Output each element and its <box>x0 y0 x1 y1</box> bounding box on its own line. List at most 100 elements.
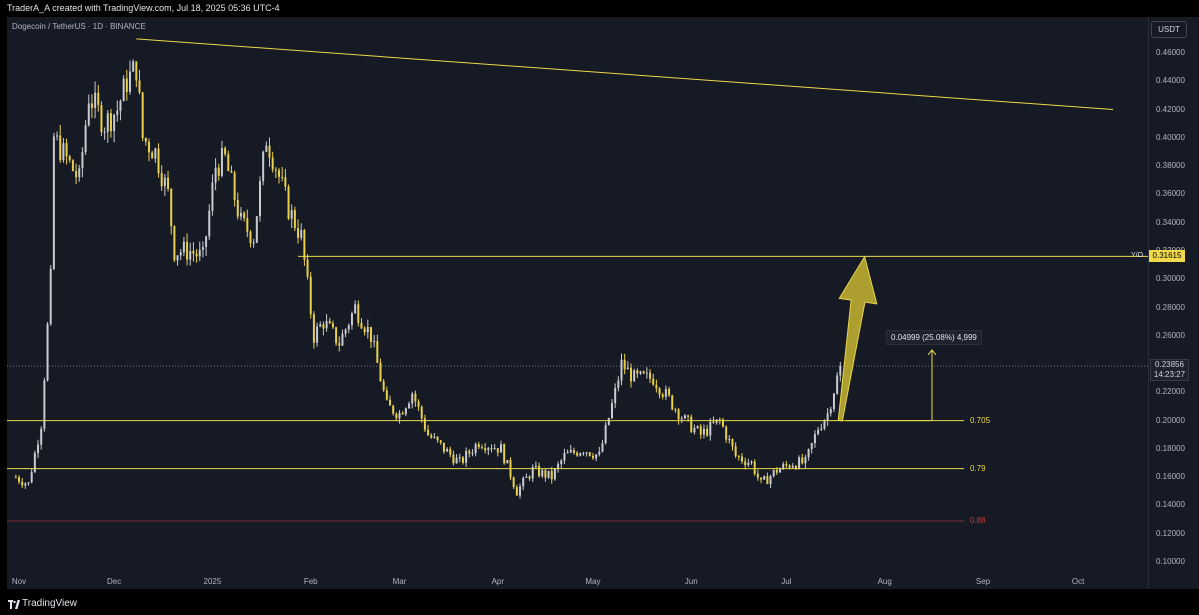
candle-body <box>233 172 236 201</box>
candle-body <box>772 469 775 477</box>
candle-body <box>636 370 639 374</box>
candle-body <box>484 448 487 451</box>
candle-body <box>322 324 325 329</box>
plot-layer <box>7 38 1148 522</box>
candle-body <box>236 200 239 217</box>
price-tick-label: 0.44000 <box>1156 76 1185 86</box>
candle-body <box>506 459 509 464</box>
candle-body <box>664 388 667 397</box>
candle-body <box>649 372 652 379</box>
candle-body <box>363 328 366 333</box>
candle-body <box>135 61 138 81</box>
price-scale[interactable] <box>1148 17 1199 589</box>
candle-body <box>300 230 303 238</box>
candle-body <box>655 384 658 389</box>
candle-body <box>702 428 705 435</box>
candle-body <box>433 436 436 438</box>
candle-body <box>179 252 182 256</box>
candle-body <box>379 362 382 382</box>
candle-body <box>408 403 411 409</box>
candle-body <box>338 343 341 346</box>
candle-body <box>741 456 743 462</box>
chart-pane[interactable] <box>7 17 1148 589</box>
candle-body <box>138 80 141 93</box>
candle-body <box>268 145 271 158</box>
candle-body <box>132 61 135 72</box>
candle-body <box>544 470 547 478</box>
candle-body <box>227 154 230 172</box>
yo-price-tag: 0.31615 <box>1149 250 1185 262</box>
candle-body <box>490 448 493 450</box>
candle-body <box>512 477 515 488</box>
attribution-bar: TraderA_A created with TradingView.com, … <box>0 0 1199 16</box>
candle-body <box>423 418 426 430</box>
candle-body <box>316 326 319 343</box>
candle-body <box>167 177 170 189</box>
candle-body <box>801 457 804 464</box>
candle-body <box>14 477 17 479</box>
candle-body <box>401 413 404 415</box>
time-tick-label: Sep <box>975 577 991 586</box>
candle-body <box>71 160 74 171</box>
price-tick-label: 0.30000 <box>1156 274 1185 284</box>
candle-body <box>331 323 334 328</box>
candle-body <box>62 143 65 161</box>
candle-body <box>312 314 315 343</box>
time-tick-label: Feb <box>303 577 318 586</box>
candle-body <box>471 453 474 455</box>
candle-body <box>633 370 636 382</box>
candle-body <box>122 78 125 102</box>
candle-body <box>309 276 312 315</box>
candle-body <box>271 157 274 170</box>
candle-body <box>696 426 699 429</box>
candle-body <box>591 455 594 459</box>
candle-body <box>128 71 131 93</box>
candle-body <box>182 241 185 253</box>
fib-level-label: 0.705 <box>970 415 991 425</box>
candle-body <box>113 114 116 132</box>
candle-body <box>297 228 300 238</box>
candle-body <box>798 457 801 469</box>
time-tick-label: Jun <box>684 577 698 586</box>
price-tick-label: 0.38000 <box>1156 161 1185 171</box>
candle-body <box>160 173 163 187</box>
currency-badge[interactable]: USDT <box>1151 21 1187 38</box>
yo-level-label: Y/O <box>1131 252 1144 259</box>
candle-body <box>455 457 458 464</box>
candle-body <box>151 152 154 159</box>
price-tick-label: 0.42000 <box>1156 104 1185 114</box>
candle-body <box>163 177 166 187</box>
candle-body <box>826 413 829 421</box>
time-tick-label: Dec <box>107 577 122 586</box>
candle-body <box>224 148 227 155</box>
candle-body <box>534 465 537 468</box>
candle-body <box>569 450 572 453</box>
tradingview-brand: TradingView <box>22 598 78 609</box>
candle-body <box>718 419 721 421</box>
candle-body <box>208 210 211 237</box>
candle-body <box>541 470 544 477</box>
candle-body <box>709 421 712 436</box>
price-tick-label: 0.46000 <box>1156 48 1185 57</box>
candle-body <box>785 464 788 466</box>
time-scale[interactable] <box>7 574 1148 589</box>
candle-body <box>715 419 718 423</box>
measure-arrowhead <box>927 349 937 356</box>
candle-body <box>480 447 483 449</box>
candle-body <box>503 444 506 464</box>
time-tick-label: May <box>585 577 601 586</box>
candle-body <box>604 424 607 444</box>
candle-body <box>747 462 750 466</box>
candle-body <box>170 188 173 227</box>
candle-body <box>576 452 579 456</box>
candle-body <box>728 439 731 441</box>
candle-body <box>262 151 265 182</box>
candle-body <box>427 429 430 436</box>
price-tick-label: 0.26000 <box>1156 330 1185 340</box>
candle-body <box>265 145 268 152</box>
candle-body <box>829 409 832 414</box>
candle-body <box>601 443 604 452</box>
candle-body <box>100 105 103 132</box>
candle-body <box>52 136 55 269</box>
candle-body <box>661 394 664 397</box>
